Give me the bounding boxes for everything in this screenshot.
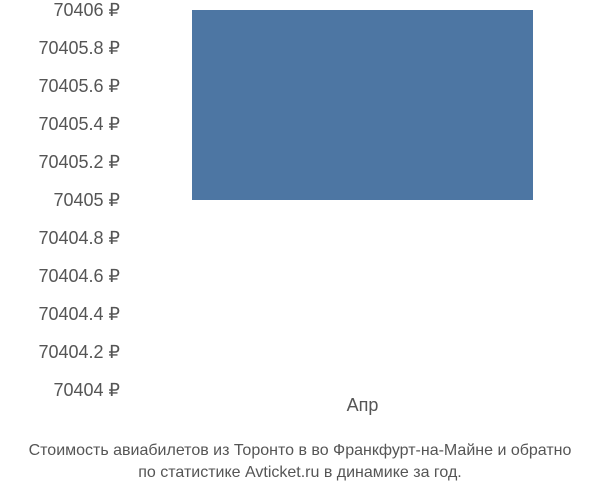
x-axis: Апр (135, 395, 590, 425)
y-axis: 70406 ₽ 70405.8 ₽ 70405.6 ₽ 70405.4 ₽ 70… (0, 10, 130, 390)
caption-line1: Стоимость авиабилетов из Торонто в во Фр… (0, 440, 600, 462)
y-label: 70406 ₽ (53, 1, 120, 19)
y-label: 70405.4 ₽ (38, 115, 120, 133)
y-label: 70405.6 ₽ (38, 77, 120, 95)
y-label: 70405 ₽ (53, 191, 120, 209)
y-label: 70404.8 ₽ (38, 229, 120, 247)
y-label: 70404.2 ₽ (38, 343, 120, 361)
y-label: 70404.4 ₽ (38, 305, 120, 323)
x-label-apr: Апр (347, 395, 379, 416)
y-label: 70405.2 ₽ (38, 153, 120, 171)
caption-line2: по статистике Avticket.ru в динамике за … (0, 462, 600, 484)
y-label: 70405.8 ₽ (38, 39, 120, 57)
bar-apr (192, 10, 533, 200)
y-label: 70404.6 ₽ (38, 267, 120, 285)
plot-area (135, 10, 590, 390)
chart-container: { "chart": { "type": "bar", "y_axis": { … (0, 0, 600, 500)
chart-area: 70406 ₽ 70405.8 ₽ 70405.6 ₽ 70405.4 ₽ 70… (0, 10, 600, 410)
y-label: 70404 ₽ (53, 381, 120, 399)
